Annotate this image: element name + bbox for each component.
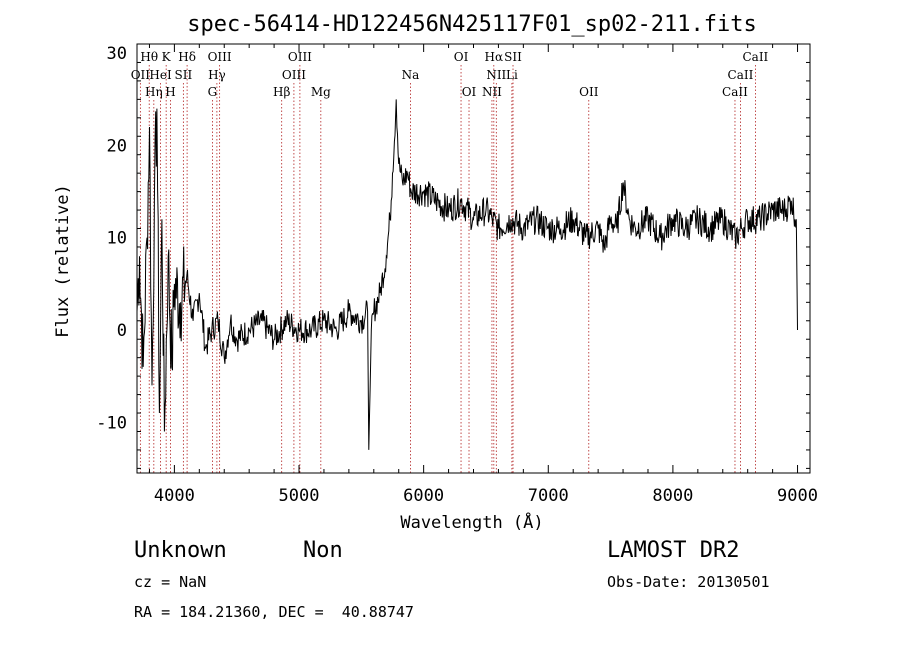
redshift-cz: cz = NaN	[134, 573, 207, 591]
spectral-line-label: H	[165, 85, 175, 99]
spectral-line-label: NII	[482, 85, 502, 99]
x-tick-label: 4000	[154, 486, 195, 506]
spectral-line-label: G	[208, 85, 218, 99]
spectral-line-label: HeI	[149, 68, 172, 82]
y-tick-label: 0	[117, 321, 127, 341]
spectral-line-label: K	[162, 50, 172, 64]
spectral-line-label: NII	[486, 68, 506, 82]
spectral-line-label: Hη	[145, 85, 163, 99]
spectral-line-label: SII	[504, 50, 522, 64]
spectral-line-label: SII	[175, 68, 193, 82]
spectral-line-label: OIII	[208, 50, 232, 64]
x-tick-label: 9000	[777, 486, 818, 506]
y-tick-label: -10	[96, 413, 127, 433]
spectral-line-label: OI	[454, 50, 469, 64]
spectral-line-label: Li	[506, 68, 518, 82]
spectral-line-label: OII	[131, 68, 151, 82]
chart-title: spec-56414-HD122456N425117F01_sp02-211.f…	[187, 12, 757, 37]
y-tick-label: 10	[107, 229, 127, 249]
spectral-line-label: Hβ	[273, 85, 290, 99]
x-tick-label: 5000	[279, 486, 320, 506]
y-tick-label: 30	[107, 44, 127, 64]
marker-lines-layer	[139, 65, 756, 473]
spectral-line-label: OII	[579, 85, 599, 99]
spectral-line-label: OIII	[288, 50, 312, 64]
object-subclass: Non	[303, 538, 343, 563]
spectral-line-label: Hδ	[178, 50, 196, 64]
spectral-line-label: OI	[462, 85, 477, 99]
x-tick-label: 7000	[528, 486, 569, 506]
line-labels-layer: OIIHθHηHeIKHSIIHδGHγOIIIHβOIIIOIIIMgNaOI…	[131, 50, 769, 99]
spectral-line-label: CaII	[722, 85, 748, 99]
y-axis: -10 0 10 20 30	[96, 44, 810, 469]
spectral-line-label: Mg	[311, 85, 331, 99]
spectrum-layer	[136, 99, 798, 450]
survey-name: LAMOST DR2	[607, 538, 740, 563]
spectrum-line	[136, 99, 798, 450]
spectral-line-label: Hθ	[140, 50, 158, 64]
x-axis: 4000 5000 6000 7000 8000 9000	[148, 44, 818, 506]
y-axis-label: Flux (relative)	[53, 184, 73, 338]
spectral-line-label: CaII	[742, 50, 768, 64]
x-tick-label: 6000	[403, 486, 444, 506]
spectral-line-label: CaII	[728, 68, 754, 82]
spectral-line-label: Hγ	[208, 68, 226, 82]
y-tick-label: 20	[107, 136, 127, 156]
plot-frame	[136, 43, 811, 474]
coordinates: RA = 184.21360, DEC = 40.88747	[134, 603, 414, 621]
spectral-line-label: OIII	[282, 68, 306, 82]
spectral-line-label: Na	[402, 68, 420, 82]
object-class: Unknown	[134, 538, 227, 563]
x-tick-label: 8000	[652, 486, 693, 506]
obs-date: Obs-Date: 20130501	[607, 573, 770, 591]
spectral-line-label: Hα	[485, 50, 504, 64]
x-axis-label: Wavelength (Å)	[400, 511, 543, 533]
